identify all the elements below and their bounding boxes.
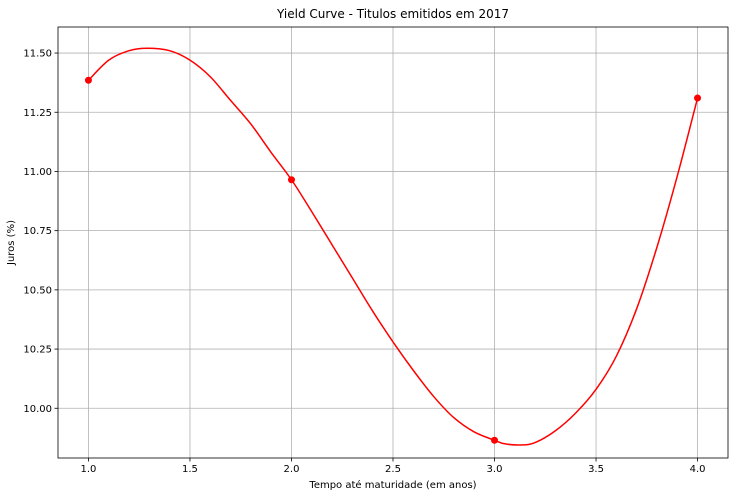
- series-layer: [84, 47, 702, 446]
- x-tick-label: 3.5: [588, 464, 604, 475]
- y-tick-label: 10.00: [23, 404, 52, 415]
- x-tick-label: 4.0: [690, 464, 706, 475]
- data-point-marker: [694, 94, 702, 102]
- grid-layer: [58, 27, 728, 458]
- y-tick-label: 11.50: [23, 49, 52, 60]
- data-point-marker: [491, 436, 499, 444]
- x-tick-label: 1.0: [81, 464, 97, 475]
- data-point-marker: [287, 176, 295, 184]
- data-point-marker: [84, 76, 92, 84]
- ticks-layer: 1.0 1.5 2.0 2.5 3.0 3.5 4.0 10.00 10.25 10.50 10.7…: [23, 49, 705, 475]
- x-tick-label: 2.0: [284, 464, 300, 475]
- x-axis-label: Tempo até maturidade (em anos): [308, 479, 476, 491]
- y-tick-label: 11.25: [23, 108, 52, 119]
- x-tick-label: 1.5: [182, 464, 198, 475]
- y-axis-label: Juros (%): [6, 220, 17, 266]
- x-tick-label: 3.0: [487, 464, 503, 475]
- x-tick-label: 2.5: [385, 464, 401, 475]
- y-tick-label: 10.25: [23, 345, 52, 356]
- yield-curve-line: [87, 47, 699, 446]
- chart-title: Yield Curve - Titulos emitidos em 2017: [276, 7, 509, 21]
- y-tick-label: 11.00: [23, 167, 52, 178]
- y-tick-label: 10.50: [23, 285, 52, 296]
- y-tick-label: 10.75: [23, 226, 52, 237]
